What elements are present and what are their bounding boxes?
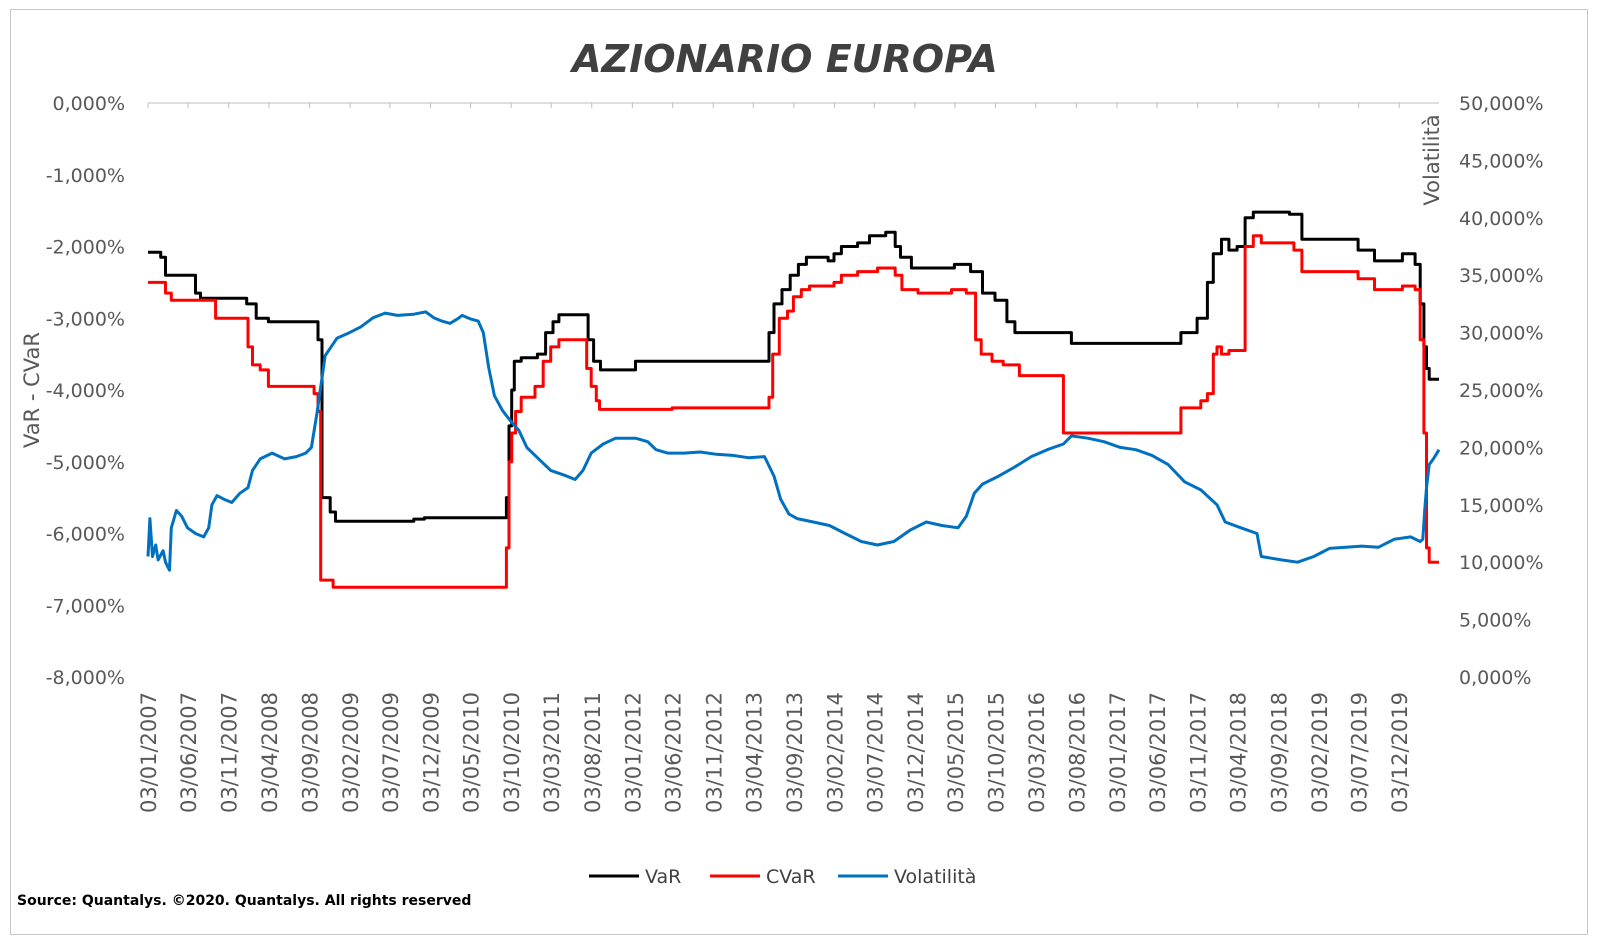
x-tick-label: 03/12/2014 xyxy=(904,692,928,813)
y-left-tick-label: -7,000% xyxy=(46,595,125,617)
x-tick-label: 03/12/2009 xyxy=(419,692,443,813)
x-tick-label: 03/01/2012 xyxy=(621,692,645,813)
x-tick-label: 03/07/2014 xyxy=(863,692,887,813)
y-left-tick-label: -1,000% xyxy=(46,165,125,187)
y-right-axis-title: Volatilità xyxy=(1420,114,1444,205)
x-tick-label: 03/11/2012 xyxy=(702,692,726,813)
x-tick-label: 03/11/2007 xyxy=(218,692,242,813)
series-line-cvar xyxy=(148,234,1439,589)
y-left-tick-label: -5,000% xyxy=(46,452,125,474)
chart-frame: AZIONARIO EUROPA 0,000% -1,000% -2,000% -3,… xyxy=(10,9,1588,935)
legend: VaR CVaR Volatilità xyxy=(589,866,976,888)
y-right-tick-label: 0,000% xyxy=(1459,667,1531,689)
x-tick-label: 03/08/2011 xyxy=(581,692,605,813)
chart-canvas: AZIONARIO EUROPA 0,000% -1,000% -2,000% -3,… xyxy=(17,37,1544,909)
legend-label-var: VaR xyxy=(645,866,681,888)
y-left-tick-label: -2,000% xyxy=(46,237,125,259)
y-left-tick-label: -4,000% xyxy=(46,380,125,402)
series-line-volatilit xyxy=(146,310,1441,572)
x-tick-label: 03/06/2017 xyxy=(1146,692,1170,813)
x-tick-label: 03/03/2016 xyxy=(1025,692,1049,813)
series-layer xyxy=(146,210,1441,589)
x-tick-label: 03/02/2014 xyxy=(823,692,847,813)
x-tick-label: 03/07/2009 xyxy=(379,692,403,813)
y-left-axis-title: VaR - CVaR xyxy=(20,332,44,448)
x-tick-label: 03/06/2007 xyxy=(177,692,201,813)
y-left-tick-label: -3,000% xyxy=(46,308,125,330)
x-tick-label: 03/02/2009 xyxy=(339,692,363,813)
y-left-tick-label: 0,000% xyxy=(53,93,125,115)
x-tick-label: 03/09/2013 xyxy=(783,692,807,813)
y-right-tick-label: 45,000% xyxy=(1459,150,1544,172)
chart-title: AZIONARIO EUROPA xyxy=(569,37,998,81)
y-right-tick-label: 10,000% xyxy=(1459,552,1544,574)
x-tick-label: 03/09/2018 xyxy=(1267,692,1291,813)
x-tick-label: 03/04/2008 xyxy=(258,692,282,813)
x-tick-label: 03/12/2019 xyxy=(1388,692,1412,813)
legend-label-volatilit: Volatilità xyxy=(894,866,976,888)
series-line-var xyxy=(148,210,1439,523)
y-right-tick-label: 30,000% xyxy=(1459,323,1544,345)
y-right-tick-label: 25,000% xyxy=(1459,380,1544,402)
x-tick-label: 03/11/2017 xyxy=(1187,692,1211,813)
x-tick-label: 03/01/2007 xyxy=(137,692,161,813)
y-right-tick-label: 40,000% xyxy=(1459,208,1544,230)
x-tick-label: 03/04/2018 xyxy=(1227,692,1251,813)
y-left-tick-label: -6,000% xyxy=(46,524,125,546)
y-right-tick-label: 35,000% xyxy=(1459,265,1544,287)
y-right-tick-label: 50,000% xyxy=(1459,93,1544,115)
x-tick-label: 03/03/2011 xyxy=(540,692,564,813)
y-right-tick-label: 20,000% xyxy=(1459,437,1544,459)
x-tick-label: 03/01/2017 xyxy=(1106,692,1130,813)
x-tick-label: 03/06/2012 xyxy=(662,692,686,813)
x-tick-label: 03/05/2015 xyxy=(944,692,968,813)
x-tick-label: 03/10/2015 xyxy=(984,692,1008,813)
y-left-tick-label: -8,000% xyxy=(46,667,125,689)
y-right-tick-label: 5,000% xyxy=(1459,610,1531,632)
x-tick-label: 03/04/2013 xyxy=(742,692,766,813)
source-note: Source: Quantalys. ©2020. Quantalys. All… xyxy=(17,893,471,909)
y-right-tick-label: 15,000% xyxy=(1459,495,1544,517)
x-tick-label: 03/09/2008 xyxy=(299,692,323,813)
x-tick-label: 03/02/2019 xyxy=(1308,692,1332,813)
x-tick-label: 03/10/2010 xyxy=(500,692,524,813)
x-tick-label: 03/07/2019 xyxy=(1348,692,1372,813)
legend-label-cvar: CVaR xyxy=(766,866,816,888)
x-tick-label: 03/05/2010 xyxy=(460,692,484,813)
x-tick-label: 03/08/2016 xyxy=(1065,692,1089,813)
chart-axes: 0,000% -1,000% -2,000% -3,000% -4,000% -5,000… xyxy=(20,93,1544,813)
